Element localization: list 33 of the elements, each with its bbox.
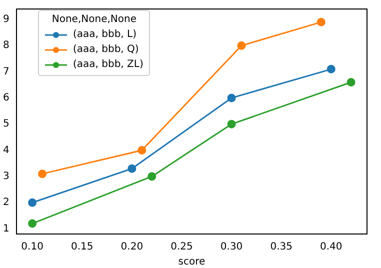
point — [148, 172, 156, 181]
point — [138, 146, 146, 155]
x-tick-label: 0.25 — [170, 242, 193, 253]
legend-label: (aaa, bbb, ZL) — [73, 59, 144, 70]
point — [227, 94, 236, 102]
point — [326, 64, 336, 74]
point — [237, 41, 246, 50]
point — [38, 170, 47, 178]
y-tick-label: 9 — [2, 14, 10, 26]
point — [346, 78, 356, 87]
y-tick-label: 7 — [2, 66, 10, 78]
point — [227, 120, 236, 128]
y-tick-label: 4 — [2, 144, 10, 156]
x-tick-label: 0.15 — [70, 242, 94, 253]
legend-label: (aaa, bbb, L) — [73, 29, 137, 40]
legend-title: None,None,None — [50, 14, 138, 25]
x-axis-title: score — [178, 256, 206, 268]
x-tick-label: 0.20 — [120, 242, 144, 253]
y-tick-label: 8 — [2, 40, 10, 52]
y-tick-label: 6 — [2, 92, 10, 104]
point — [28, 219, 37, 228]
x-tick-label: 0.35 — [270, 242, 292, 253]
x-tick-label: 0.10 — [21, 242, 44, 253]
y-tick-label: 2 — [2, 197, 10, 208]
x-tick-label: 0.40 — [320, 242, 342, 253]
y-tick-label: 1 — [2, 223, 10, 234]
point — [128, 164, 136, 173]
x-tick-label: 0.30 — [220, 242, 243, 253]
y-tick-label: 5 — [2, 118, 10, 130]
y-tick-label: 3 — [2, 171, 10, 182]
legend-label: (aaa, bbb, Q) — [73, 44, 139, 55]
point — [28, 198, 37, 207]
point — [316, 18, 326, 26]
